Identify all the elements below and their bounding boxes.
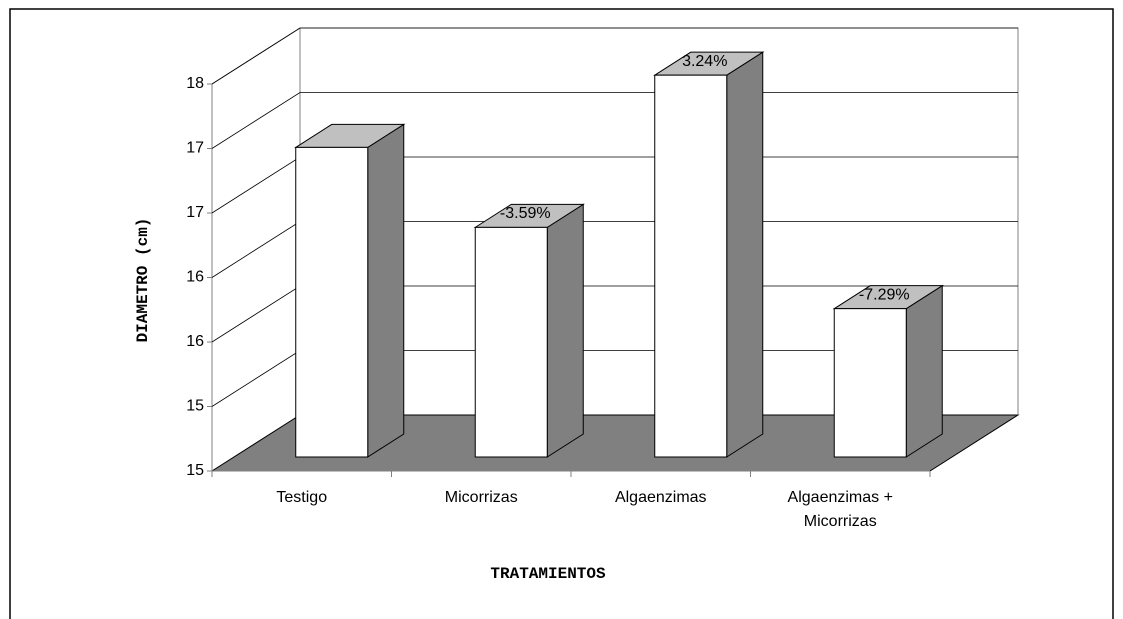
bar-side: [726, 51, 764, 458]
grid-line: [211, 92, 1018, 149]
y-tick-label: 17: [186, 204, 204, 221]
bar: [473, 203, 585, 458]
bar-front: [833, 308, 907, 458]
annotation: 3.24%: [682, 53, 727, 70]
x-tick-label: Micorrizas: [445, 489, 518, 506]
bar-side: [905, 284, 943, 458]
bar: [653, 51, 765, 458]
bar: [294, 123, 406, 458]
y-tick-label: 16: [186, 333, 204, 350]
y-tick-label: 16: [186, 269, 204, 286]
annotation: -7.29%: [859, 286, 910, 303]
annotation: -3.59%: [500, 205, 551, 222]
y-tick-label: 17: [186, 140, 204, 157]
bar-side: [546, 203, 584, 458]
chart-border: [9, 8, 1114, 619]
grid-line: [211, 27, 1018, 85]
x-axis-title: TRATAMIENTOS: [490, 565, 606, 583]
y-tick-label: 15: [186, 398, 204, 415]
bar-front: [295, 146, 369, 458]
x-tick-label: Algaenzimas +: [788, 489, 893, 506]
bar-front: [474, 226, 548, 458]
y-axis-title: DIAMETRO (cm): [134, 218, 152, 343]
x-tick-label: Micorrizas: [804, 513, 877, 530]
bar-front: [654, 74, 728, 458]
y-tick-label: 15: [186, 462, 204, 479]
x-tick-label: Testigo: [276, 489, 327, 506]
y-tick-label: 18: [186, 75, 204, 92]
bar-side: [367, 123, 405, 458]
bar: [832, 284, 944, 458]
x-tick-label: Algaenzimas: [615, 489, 707, 506]
